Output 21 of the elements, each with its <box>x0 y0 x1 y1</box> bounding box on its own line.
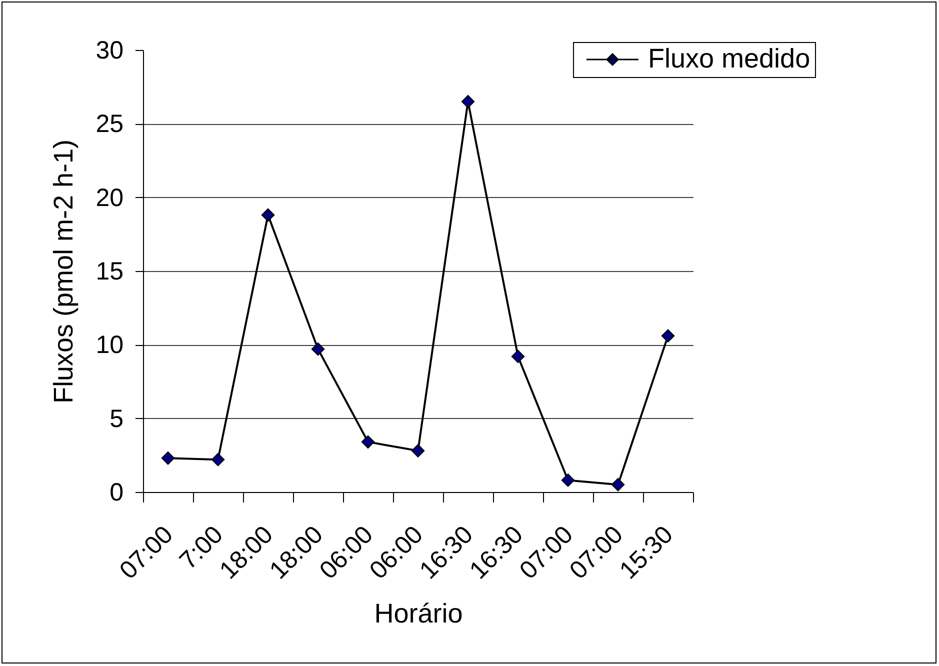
y-tick-label: 30 <box>96 36 124 64</box>
point <box>311 342 325 356</box>
point <box>411 444 425 458</box>
y-tick-label: 25 <box>96 110 124 138</box>
y-tick-label: 5 <box>110 404 124 433</box>
point <box>611 478 625 492</box>
point <box>211 452 225 466</box>
point <box>511 350 525 364</box>
point <box>561 474 575 487</box>
legend-label: Fluxo medido <box>648 44 810 74</box>
point <box>461 94 475 108</box>
point <box>261 208 275 222</box>
point <box>161 451 175 465</box>
point <box>661 329 675 342</box>
y-tick-label: 20 <box>96 184 124 212</box>
y-axis-title: Fluxos (pmol m-2 h-1) <box>48 139 78 404</box>
y-tick-label: 10 <box>96 331 124 360</box>
y-tick-label: 15 <box>96 258 124 286</box>
y-tick-label: 0 <box>110 478 124 506</box>
x-axis-title: Horário <box>374 598 463 628</box>
point <box>361 435 375 449</box>
